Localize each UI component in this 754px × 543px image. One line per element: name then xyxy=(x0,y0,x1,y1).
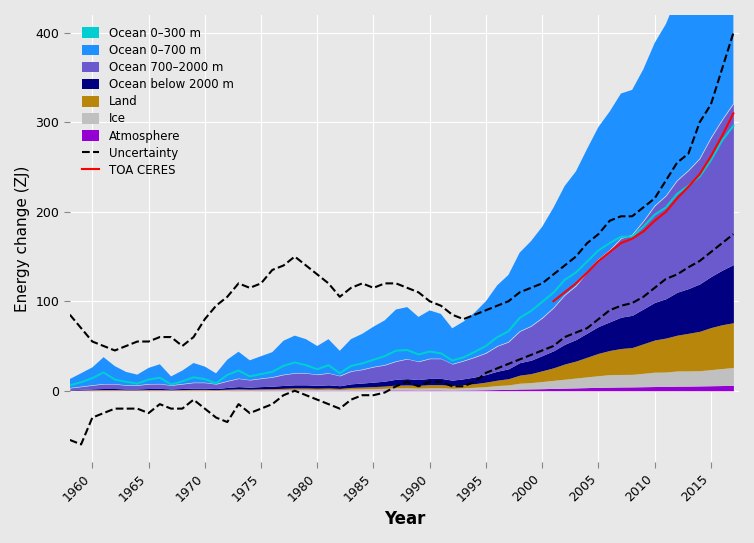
Legend: Ocean 0–300 m, Ocean 0–700 m, Ocean 700–2000 m, Ocean below 2000 m, Land, Ice, A: Ocean 0–300 m, Ocean 0–700 m, Ocean 700–… xyxy=(75,21,240,183)
Y-axis label: Energy change (ZJ): Energy change (ZJ) xyxy=(15,166,30,312)
X-axis label: Year: Year xyxy=(384,510,425,528)
